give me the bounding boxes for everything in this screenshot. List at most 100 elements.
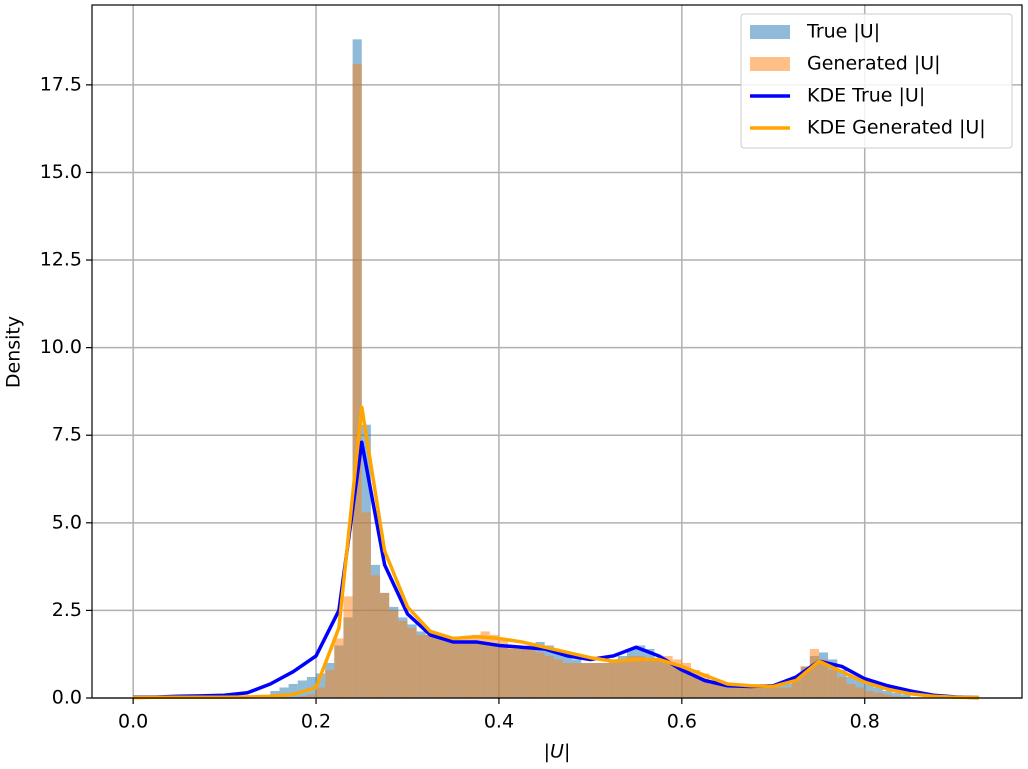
histogram-bar	[416, 634, 426, 698]
kde-line	[133, 405, 980, 700]
histogram-bar	[453, 638, 463, 698]
histogram-bar	[297, 696, 307, 698]
histogram-bar	[535, 652, 545, 698]
y-axis-label: Density	[3, 316, 25, 388]
histogram-bar	[279, 687, 289, 698]
histogram-bar	[562, 662, 573, 698]
histogram-bar	[590, 662, 600, 698]
histogram-bar	[462, 638, 472, 698]
histogram-bar	[636, 655, 646, 698]
histogram-bar	[325, 669, 335, 698]
histogram-bar	[343, 596, 353, 698]
histogram-bar	[690, 669, 701, 698]
histogram-bar	[599, 662, 609, 698]
histogram-bar	[727, 685, 737, 698]
histogram-bar	[791, 680, 801, 698]
histogram-bar	[892, 696, 902, 698]
histogram-bar	[654, 659, 664, 698]
histogram-bar	[544, 655, 554, 698]
histogram-bar	[672, 659, 682, 698]
histogram-bar	[581, 662, 591, 698]
histogram-bar	[626, 655, 637, 698]
histogram-bar	[361, 512, 371, 698]
histogram-bar	[782, 687, 792, 698]
histogram-bar	[508, 645, 518, 698]
histogram-bar	[572, 662, 582, 698]
histogram-bar	[471, 634, 481, 698]
y-tick-label: 7.5	[52, 424, 82, 446]
histogram-bar	[425, 634, 435, 698]
histogram-bar	[434, 638, 445, 698]
y-tick-label: 0.0	[52, 687, 82, 709]
histogram-bar	[498, 638, 509, 698]
histogram-bar	[800, 666, 810, 698]
histogram-bar	[700, 673, 710, 698]
histogram-bar	[480, 631, 490, 698]
histogram-bar	[764, 687, 774, 698]
x-tick-label: 0.4	[484, 711, 514, 733]
x-axis-label: |U|	[544, 741, 571, 763]
histogram-bar	[297, 680, 307, 698]
legend-swatch	[750, 25, 790, 39]
histogram-bar	[380, 592, 390, 698]
histogram-bar	[818, 659, 829, 698]
x-tick-label: 0.8	[850, 711, 880, 733]
histogram-bar	[901, 694, 911, 698]
histogram-bar	[892, 692, 902, 698]
y-tick-label: 10.0	[40, 336, 82, 358]
histogram-bar	[645, 659, 655, 698]
histogram-bar	[352, 63, 362, 699]
histogram-bar	[316, 673, 326, 698]
histogram-bar	[334, 638, 344, 698]
y-tick-label: 12.5	[40, 249, 82, 271]
kde-line	[133, 440, 980, 700]
x-tick-label: 0.0	[118, 711, 148, 733]
legend-label: KDE True |U|	[807, 85, 925, 107]
histogram-bar	[754, 687, 765, 698]
histogram-bar	[855, 687, 865, 698]
histogram-bar	[617, 659, 627, 698]
x-tick-label: 0.6	[667, 711, 697, 733]
histogram-bar	[864, 690, 874, 698]
histogram-bar	[398, 620, 408, 698]
histogram-bar	[370, 575, 381, 698]
histogram-bar	[663, 655, 673, 698]
histogram-bar	[389, 610, 399, 698]
y-tick-label: 17.5	[40, 73, 82, 95]
histogram-bar	[828, 669, 838, 698]
histogram-bar	[837, 676, 847, 698]
histogram-bar	[883, 694, 893, 698]
legend: True |U| Generated |U| KDE True |U| KDE Gen…	[740, 13, 1013, 149]
y-tick-label: 2.5	[52, 599, 82, 621]
axes: 0.0 0.2 0.4 0.6 0.8 0.0 2.5 5.0 7.5 10.0 12.5 15.0 1…	[40, 4, 1023, 733]
histogram-bar	[846, 683, 856, 698]
legend-label: True |U|	[806, 21, 880, 43]
histogram-bar	[809, 648, 819, 698]
histogram-bar	[306, 694, 317, 698]
plot-frame	[91, 4, 1023, 699]
histogram-bar	[316, 687, 326, 698]
histogram-bar	[736, 687, 746, 698]
histogram-bar	[526, 648, 536, 698]
histogram-bar	[489, 634, 499, 698]
histogram-bar	[608, 662, 618, 698]
histogram-bar	[553, 659, 563, 698]
legend-label: KDE Generated |U|	[807, 117, 986, 139]
histogram-bar	[773, 687, 783, 698]
y-tick-label: 5.0	[52, 511, 82, 533]
histogram-bar	[407, 627, 417, 698]
histogram-bar	[517, 648, 527, 698]
histogram-bar	[873, 692, 884, 698]
histogram-bar	[745, 687, 755, 698]
y-tick-label: 15.0	[40, 161, 82, 183]
histogram-bar	[718, 683, 728, 698]
histogram-bar	[681, 662, 691, 698]
histogram-bar	[709, 680, 719, 698]
legend-swatch	[750, 57, 790, 71]
legend-box	[740, 13, 1013, 149]
histogram-bar	[444, 638, 454, 698]
plot-data	[133, 39, 980, 700]
x-tick-label: 0.2	[301, 711, 331, 733]
legend-label: Generated |U|	[807, 53, 941, 75]
